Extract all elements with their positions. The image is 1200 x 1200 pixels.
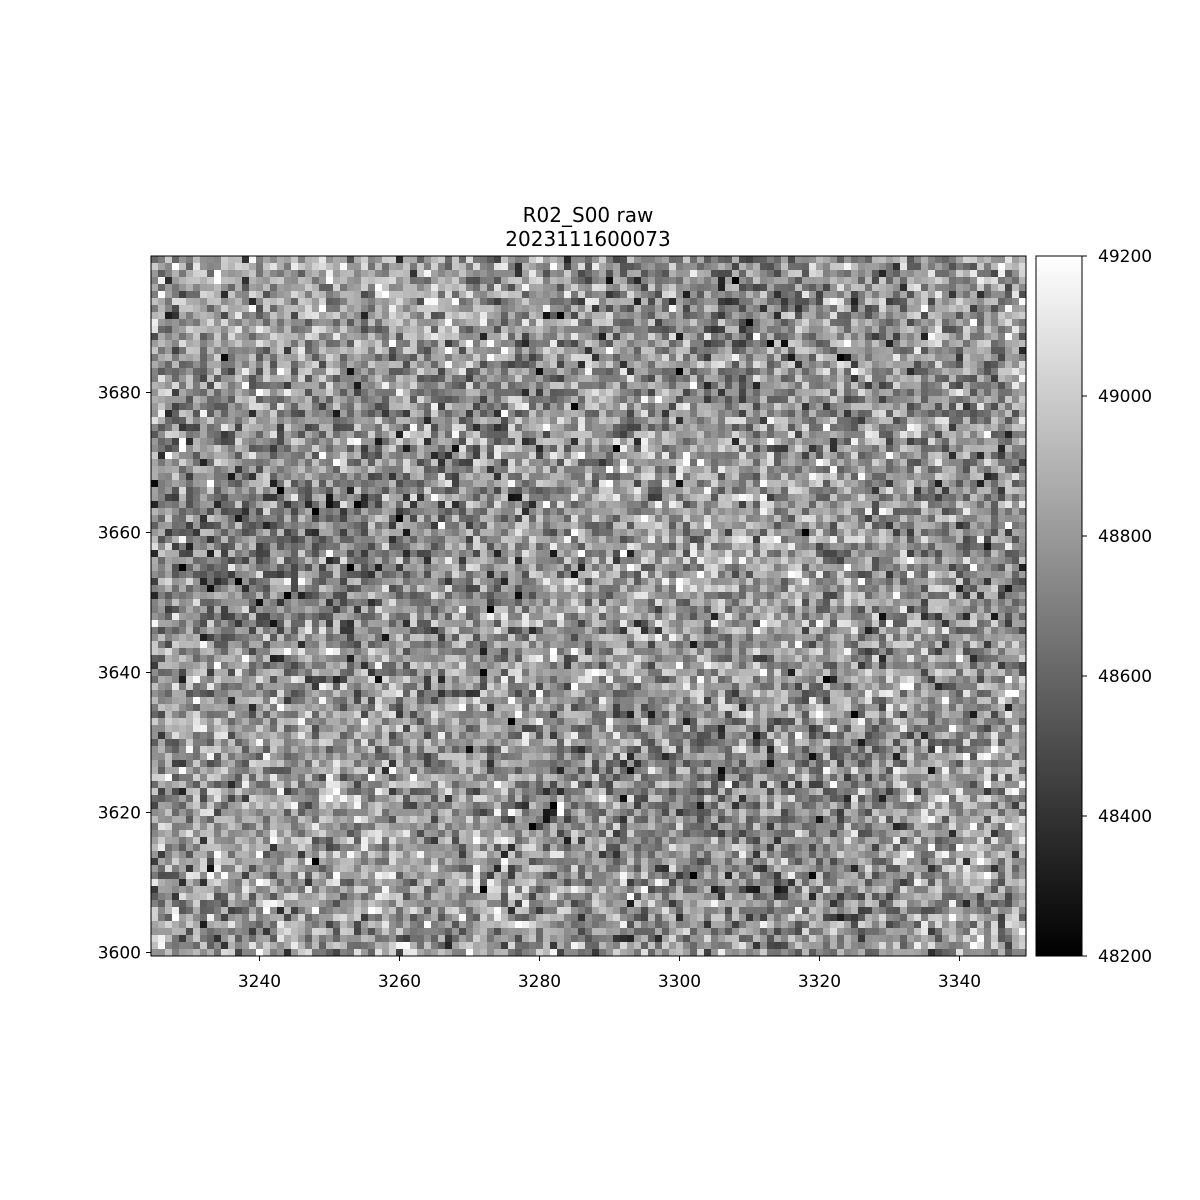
x-tick-label: 3320 — [798, 972, 841, 992]
colorbar-tick-label: 49000 — [1098, 387, 1152, 407]
chart-subtitle: 2023111600073 — [505, 227, 670, 251]
x-tick-label: 3340 — [938, 972, 981, 992]
raw-image-pixels — [151, 256, 1026, 956]
colorbar-gradient — [1035, 255, 1083, 957]
y-tick-label: 3640 — [98, 664, 141, 684]
x-tick-label: 3260 — [378, 972, 421, 992]
x-tick-label: 3300 — [658, 972, 701, 992]
colorbar-tick-label: 48800 — [1098, 527, 1152, 547]
y-tick-label: 3600 — [98, 944, 141, 964]
colorbar-tick-label: 48600 — [1098, 667, 1152, 687]
plot-frame — [150, 255, 1027, 957]
x-axis: 3240 3260 3280 3300 3320 3340 — [238, 956, 981, 992]
colorbar-tick-label: 49200 — [1098, 247, 1152, 267]
colorbar-tick-label: 48200 — [1098, 947, 1152, 967]
colorbar-axis: 48200 48400 48600 48800 49000 49200 — [1082, 247, 1152, 967]
y-tick-label: 3680 — [98, 384, 141, 404]
x-tick-label: 3280 — [518, 972, 561, 992]
image-plot-area — [150, 255, 1027, 957]
chart-title: R02_S00 raw — [523, 203, 654, 227]
x-tick-label: 3240 — [238, 972, 281, 992]
y-tick-label: 3620 — [98, 804, 141, 824]
y-axis: 3600 3620 3640 3660 3680 — [98, 384, 151, 964]
colorbar-tick-label: 48400 — [1098, 807, 1152, 827]
y-tick-label: 3660 — [98, 524, 141, 544]
colorbar — [1035, 255, 1083, 957]
